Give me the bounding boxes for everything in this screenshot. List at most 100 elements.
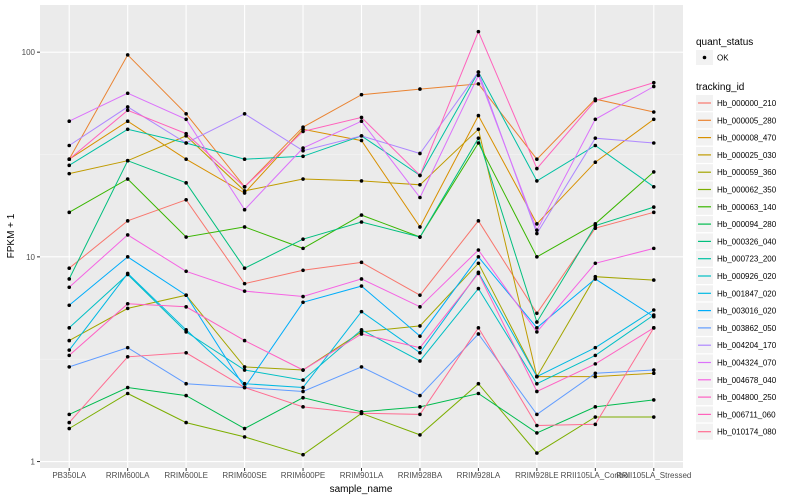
data-point (476, 141, 481, 145)
y-axis-title: FPKM + 1 (6, 213, 17, 258)
data-point (651, 210, 656, 215)
legend-label: Hb_001847_020 (717, 289, 777, 298)
data-point (476, 391, 481, 396)
data-point (301, 237, 305, 241)
data-point (476, 127, 481, 132)
x-tick-label: RRII105LA_Control (561, 471, 631, 480)
x-tick-label: RRIM600LA (106, 471, 150, 480)
data-point (593, 223, 598, 228)
data-point (535, 330, 539, 334)
legend-label: OK (717, 54, 729, 63)
data-point (242, 381, 247, 386)
data-point (593, 226, 598, 231)
data-point (184, 269, 188, 274)
legend-title-quant-status: quant_status (696, 37, 753, 48)
data-point (67, 338, 72, 343)
data-point (476, 286, 481, 291)
data-point (242, 338, 247, 343)
data-point (476, 326, 481, 330)
data-point (125, 219, 130, 223)
data-point (535, 311, 539, 316)
data-point (301, 385, 305, 390)
legend-label: Hb_000926_020 (717, 272, 777, 281)
data-point (651, 371, 656, 376)
data-point (651, 117, 656, 122)
data-point (535, 374, 539, 379)
data-point (184, 141, 188, 145)
data-point (242, 289, 247, 293)
data-point (359, 284, 364, 288)
data-points (67, 29, 656, 457)
legend-label: Hb_006711_060 (717, 410, 776, 419)
legend-label: Hb_010174_080 (717, 428, 777, 437)
data-point (67, 157, 72, 161)
data-point (67, 303, 72, 308)
data-point (125, 271, 130, 276)
data-point (67, 266, 72, 271)
data-point (359, 92, 364, 97)
data-point (593, 98, 598, 103)
x-tick-label: RRIM928LA (457, 471, 501, 480)
data-point (535, 451, 539, 455)
legend-label: Hb_003862_050 (717, 324, 777, 333)
data-point (476, 332, 481, 336)
data-point (359, 277, 364, 281)
data-point (184, 305, 188, 309)
data-point (476, 82, 481, 86)
data-point (593, 136, 598, 140)
legend-label: Hb_004204_170 (717, 341, 777, 350)
legend-label: Hb_000723_200 (717, 255, 777, 264)
data-point (184, 328, 188, 332)
legend-label: Hb_000005_280 (717, 116, 777, 125)
data-point (535, 228, 539, 232)
data-point (651, 205, 656, 209)
data-point (301, 395, 305, 400)
data-point (67, 326, 72, 330)
data-point (359, 309, 364, 314)
data-point (125, 105, 130, 109)
data-point (593, 345, 598, 350)
data-point (125, 91, 130, 96)
data-point (67, 365, 72, 369)
x-tick-label: RRIM901LA (340, 471, 384, 480)
data-point (651, 170, 656, 174)
data-point (125, 385, 130, 390)
data-point (242, 111, 247, 116)
data-point (184, 198, 188, 202)
legend-label: Hb_000063_140 (717, 203, 777, 212)
data-point (242, 435, 247, 439)
data-point (184, 235, 188, 239)
data-point (476, 73, 481, 78)
data-point (67, 285, 72, 290)
data-point (242, 385, 247, 390)
x-tick-label: RRIM600SE (222, 471, 266, 480)
data-point (301, 177, 305, 181)
legend-point-icon (702, 55, 707, 60)
data-point (125, 127, 130, 132)
data-point (67, 210, 72, 215)
legend: quant_status OK tracking_id Hb_000000_210 Hb… (696, 37, 777, 440)
data-point (184, 293, 188, 297)
data-point (418, 235, 422, 239)
data-point (593, 261, 598, 266)
data-point (593, 422, 598, 427)
y-tick-label: 1 (31, 458, 36, 467)
data-point (242, 266, 247, 271)
data-point (242, 157, 247, 161)
data-point (535, 166, 539, 171)
data-point (418, 334, 422, 338)
data-point (125, 108, 130, 113)
data-point (359, 115, 364, 120)
data-point (476, 29, 481, 34)
data-point (476, 113, 481, 118)
data-point (242, 184, 247, 189)
data-point (125, 255, 130, 259)
data-point (651, 278, 656, 282)
data-point (651, 326, 656, 330)
data-point (67, 277, 72, 281)
x-tick-label: RRIM600LE (164, 471, 208, 480)
data-point (242, 207, 247, 212)
data-point (476, 248, 481, 252)
legend-label: Hb_000062_350 (717, 186, 777, 195)
data-point (593, 160, 598, 165)
